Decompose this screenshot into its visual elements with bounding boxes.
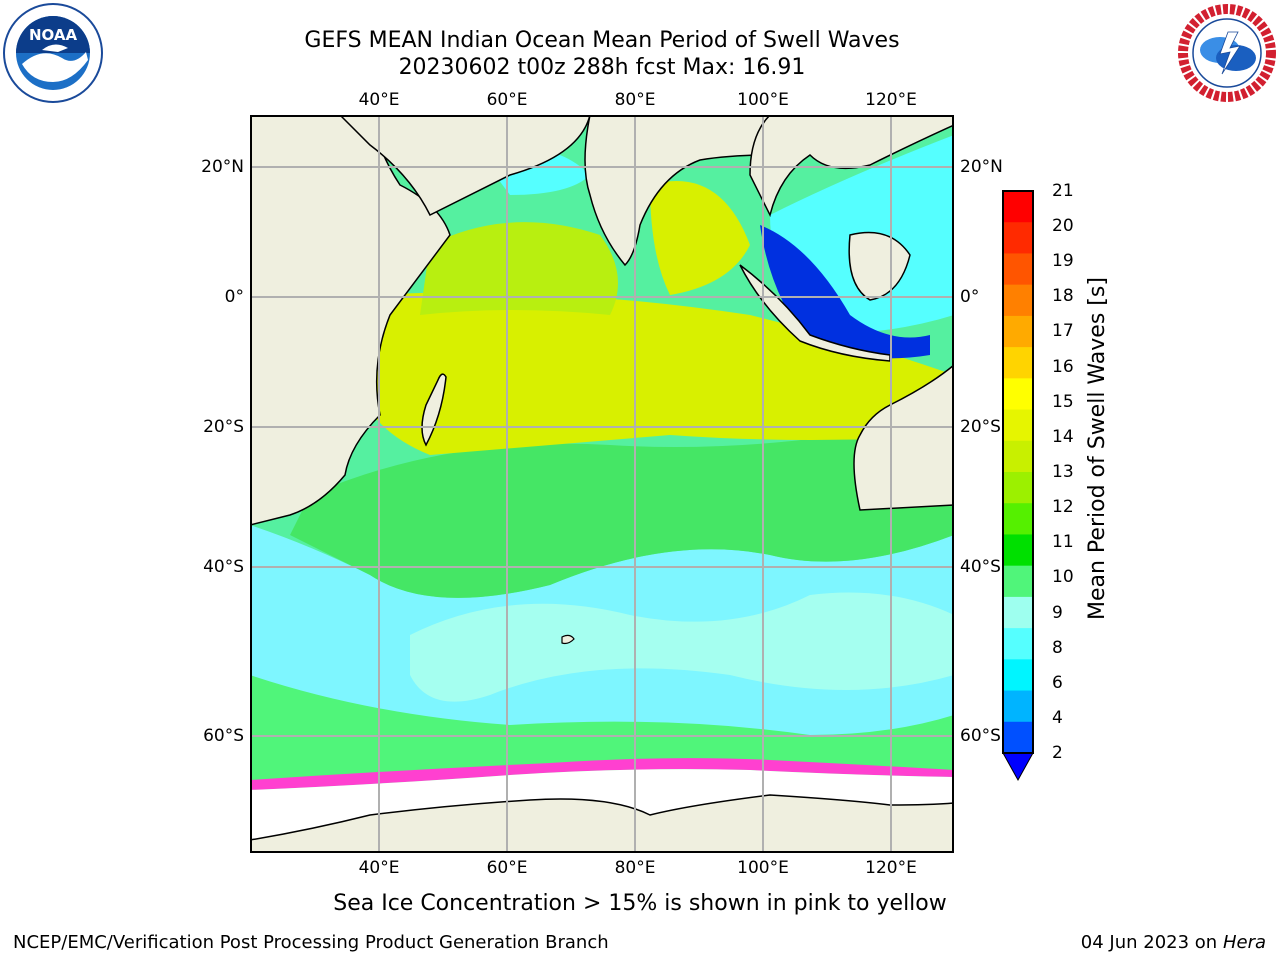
lon-tick-bottom-60e: 60°E — [486, 858, 528, 878]
footer-date-text: 04 Jun 2023 on — [1080, 932, 1218, 953]
colorbar-tick-2: 2 — [1052, 743, 1063, 763]
ocean-green-low — [250, 675, 954, 785]
lon-tick-top-60e: 60°E — [486, 90, 528, 110]
land-arabia — [338, 115, 591, 217]
lon-tick-top-80e: 80°E — [614, 90, 656, 110]
lat-tick-right-20s: 20°S — [960, 417, 1001, 437]
colorbar-segment — [1003, 191, 1033, 223]
colorbar-tick-19: 19 — [1052, 251, 1074, 271]
noaa-logo: NOAA — [3, 3, 103, 103]
colorbar-tick-4: 4 — [1052, 708, 1063, 728]
colorbar-tick-20: 20 — [1052, 216, 1074, 236]
colorbar-segment — [1003, 565, 1033, 598]
colorbar-segment — [1003, 284, 1033, 317]
colorbar-tick-17: 17 — [1052, 321, 1074, 341]
colorbar-segment — [1003, 503, 1033, 535]
land-kerguelen — [561, 634, 575, 645]
lat-tick-right-60s: 60°S — [960, 726, 1001, 746]
colorbar-tick-15: 15 — [1052, 392, 1074, 412]
colorbar-segment — [1003, 596, 1033, 629]
chart-subtitle: 20230602 t00z 288h fcst Max: 16.91 — [398, 55, 806, 80]
land-africa — [250, 115, 451, 526]
lon-tick-bottom-120e: 120°E — [865, 858, 917, 878]
colorbar-tick-21: 21 — [1052, 181, 1074, 201]
colorbar-tick-6: 6 — [1052, 673, 1063, 693]
colorbar-tick-8: 8 — [1052, 638, 1063, 658]
colorbar-segment — [1003, 222, 1033, 254]
colorbar-border — [1002, 190, 1034, 754]
footer-machine: Hera — [1222, 932, 1266, 953]
ocean-green-mid — [290, 415, 954, 598]
map-border — [250, 115, 954, 853]
sea-ice-note: Sea Ice Concentration > 15% is shown in … — [333, 891, 947, 916]
colorbar-segment — [1003, 378, 1033, 411]
lat-tick-left-40s: 40°S — [203, 557, 244, 577]
chart-title: GEFS MEAN Indian Ocean Mean Period of Sw… — [304, 28, 900, 53]
lat-tick-left-0: 0° — [224, 287, 244, 307]
colorbar-segment — [1003, 253, 1033, 286]
lat-tick-left-60s: 60°S — [203, 726, 244, 746]
colorbar-segment — [1003, 409, 1033, 442]
ocean-arabian-sea — [420, 222, 618, 315]
colorbar-segment — [1003, 315, 1033, 348]
land-australia — [853, 364, 954, 511]
colorbar-extend-arrow — [1002, 752, 1034, 782]
colorbar-tick-9: 9 — [1052, 603, 1063, 623]
ocean-bay-of-bengal — [650, 181, 750, 295]
colorbar — [1002, 190, 1034, 782]
colorbar-segment — [1003, 721, 1033, 754]
gridlines — [250, 115, 954, 853]
colorbar-segments — [1003, 191, 1033, 754]
lon-tick-bottom-100e: 100°E — [737, 858, 789, 878]
sea-ice-edge — [250, 758, 954, 790]
land-borneo — [848, 231, 911, 301]
lon-tick-bottom-80e: 80°E — [614, 858, 656, 878]
colorbar-segment — [1003, 690, 1033, 723]
colorbar-segment — [1003, 628, 1033, 660]
colorbar-tick-11: 11 — [1052, 532, 1074, 552]
colorbar-tick-13: 13 — [1052, 462, 1074, 482]
colorbar-segment — [1003, 534, 1033, 567]
colorbar-segment — [1003, 659, 1033, 692]
map-area — [250, 115, 954, 853]
colorbar-segment — [1003, 440, 1033, 473]
lat-tick-left-20s: 20°S — [203, 417, 244, 437]
noaa-logo-text: NOAA — [29, 26, 78, 44]
lon-tick-top-100e: 100°E — [737, 90, 789, 110]
colorbar-segment — [1003, 472, 1033, 504]
nws-logo — [1178, 4, 1276, 102]
colorbar-title: Mean Period of Swell Waves [s] — [1085, 277, 1110, 620]
lon-tick-top-40e: 40°E — [358, 90, 400, 110]
map-svg — [250, 115, 954, 853]
lat-tick-right-40s: 40°S — [960, 557, 1001, 577]
footer-date: 04 Jun 2023 on Hera — [1081, 932, 1266, 953]
footer-credit: NCEP/EMC/Verification Post Processing Pr… — [13, 932, 609, 953]
lat-tick-right-0: 0° — [960, 287, 980, 307]
colorbar-tick-12: 12 — [1052, 497, 1074, 517]
lon-tick-top-120e: 120°E — [865, 90, 917, 110]
ocean-light-band — [410, 592, 954, 702]
lat-tick-left-20n: 20°N — [201, 157, 244, 177]
lon-tick-bottom-40e: 40°E — [358, 858, 400, 878]
colorbar-tick-18: 18 — [1052, 286, 1074, 306]
colorbar-segment — [1003, 347, 1033, 379]
lat-tick-right-20n: 20°N — [960, 157, 1003, 177]
colorbar-tick-16: 16 — [1052, 357, 1074, 377]
colorbar-tick-10: 10 — [1052, 567, 1074, 587]
colorbar-tick-14: 14 — [1052, 427, 1074, 447]
